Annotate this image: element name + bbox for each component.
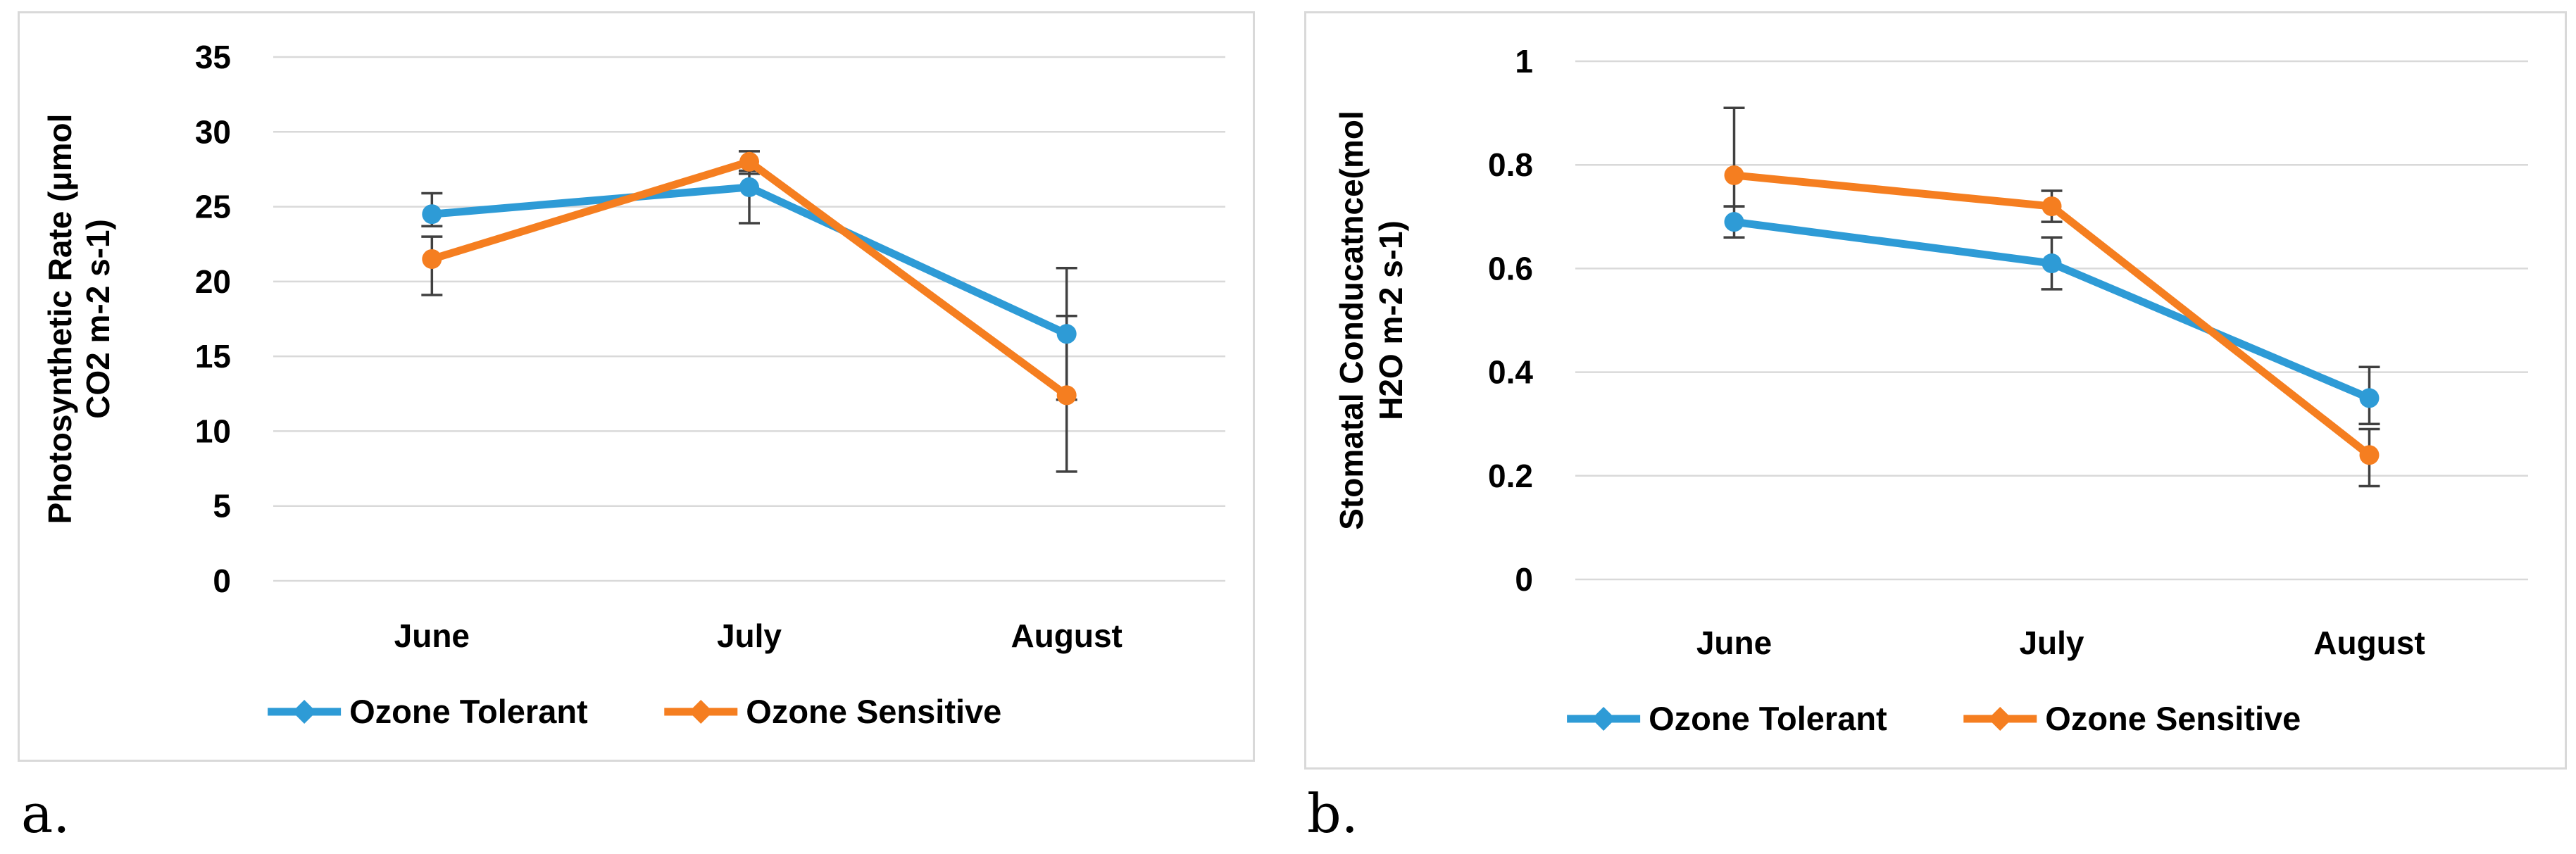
legend-diamond-marker [1592,707,1616,731]
data-point-marker [739,177,759,197]
legend-diamond-marker [292,700,317,724]
y-tick-label: 0.4 [1488,354,1533,391]
y-tick-label: 1 [1515,43,1533,80]
y-axis-title-line2: CO2 m-2 s-1) [80,219,116,419]
y-tick-label: 25 [195,189,231,225]
data-point-marker [422,249,442,269]
legend-diamond-marker [1988,707,2013,731]
y-tick-label: 0.8 [1488,146,1533,183]
x-category-label: July [717,617,782,654]
data-point-marker [2042,196,2062,217]
data-point-marker [2359,388,2380,408]
legend-label: Ozone Sensitive [746,693,1001,730]
y-tick-label: 0.6 [1488,250,1533,287]
legend-item: Ozone Tolerant [1567,700,1887,737]
data-point-marker [1724,165,1744,185]
legend-label: Ozone Sensitive [2045,700,2301,737]
y-tick-label: 0.2 [1488,458,1533,494]
x-category-label: June [1696,624,1772,661]
y-tick-label: 15 [195,338,231,375]
x-category-label: June [394,617,470,654]
y-tick-label: 5 [213,488,231,525]
data-point-marker [739,151,759,172]
y-tick-label: 20 [195,263,231,300]
data-point-marker [2042,253,2062,274]
y-tick-label: 30 [195,113,231,150]
panel-label-b: b. [1307,782,1358,845]
y-tick-label: 0 [213,563,231,599]
y-axis-title-line1: Photosynthetic Rate (μmol [42,114,78,525]
data-point-marker [2359,445,2380,465]
y-axis-title-line1: Stomatal Conducatnce(mol [1333,111,1370,530]
legend-diamond-marker [689,700,713,724]
x-category-label: August [2313,624,2425,661]
y-tick-label: 0 [1515,561,1533,598]
photosynthetic-rate-chart: 0 5 10 15 20 25 30 35 Photosynthetic Rate (μmol C… [42,39,1225,730]
legend-label: Ozone Tolerant [349,693,588,730]
stomatal-conductance-chart: 0 0.2 0.4 0.6 0.8 1 Stomatal Conducatnce(mol H2… [1333,43,2528,737]
data-point-marker [1056,324,1077,344]
y-tick-label: 35 [195,39,231,75]
chart-panel-a: 0 5 10 15 20 25 30 35 Photosynthetic Rate (μmol C… [18,11,1255,762]
y-tick-label: 10 [195,413,231,449]
legend-label: Ozone Tolerant [1649,700,1887,737]
x-category-label: July [2019,624,2084,661]
chart-panel-b: 0 0.2 0.4 0.6 0.8 1 Stomatal Conducatnce(mol H2… [1304,11,2567,770]
data-point-marker [1056,385,1077,406]
legend-item: Ozone Tolerant [268,693,588,730]
data-point-marker [1724,212,1744,232]
legend-item: Ozone Sensitive [664,693,1001,730]
legend-item: Ozone Sensitive [1963,700,2301,737]
data-point-marker [422,204,442,225]
y-axis-title-line2: H2O m-2 s-1) [1373,220,1409,420]
x-category-label: August [1011,617,1122,654]
panel-label-a: a. [21,782,70,845]
